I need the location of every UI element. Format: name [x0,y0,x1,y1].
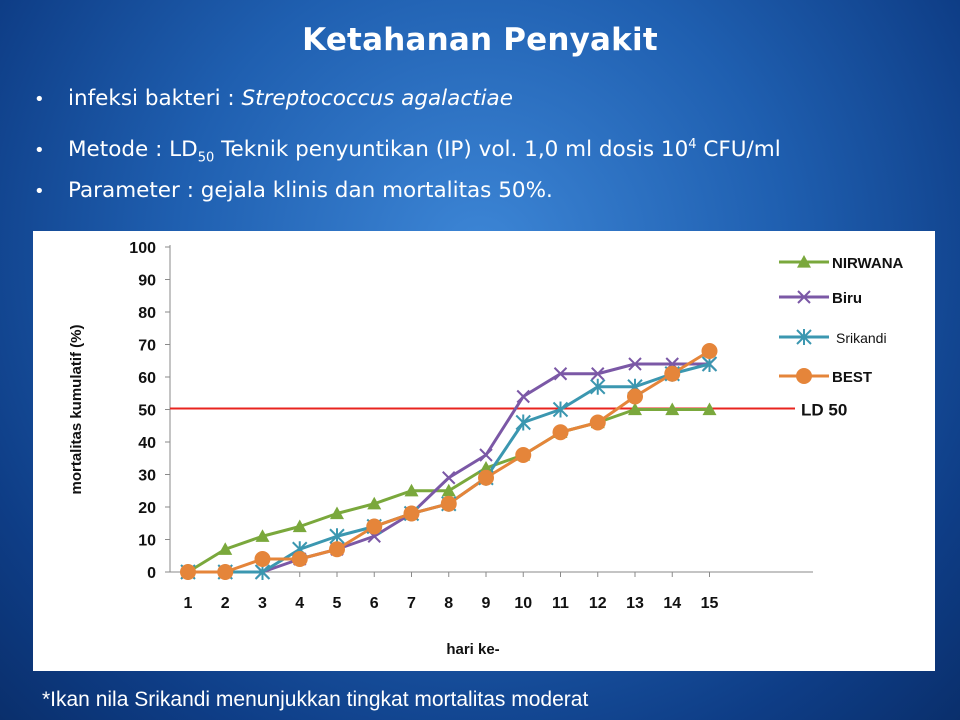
data-point-best [180,564,196,580]
legend-marker-nirwana [797,255,811,268]
data-point-nirwana [479,461,493,474]
data-point-best [552,424,569,441]
y-tick-label: 100 [129,240,156,257]
data-point-nirwana [702,402,717,416]
ld50-label: LD 50 [801,401,847,420]
data-point-best [366,518,383,535]
data-point-nirwana [292,519,307,533]
x-tick-label: 3 [258,595,267,612]
x-axis-title: hari ke- [446,641,499,658]
x-tick-label: 13 [626,595,644,612]
bullet-dot: • [34,181,45,202]
x-tick-label: 2 [221,595,230,612]
x-tick-label: 7 [407,595,416,612]
bullet-method-suffix: CFU/ml [696,137,781,163]
x-tick-label: 11 [552,595,569,612]
x-tick-label: 4 [295,595,304,612]
bullet-dot: • [34,140,45,162]
data-point-biru [442,471,456,485]
data-point-best [217,564,234,580]
y-tick-label: 40 [138,435,156,452]
data-point-nirwana [628,402,642,416]
bullet-infection-label: infeksi bakteri : [68,86,242,111]
legend-label-srikandi: Srikandi [836,330,887,346]
x-tick-label: 12 [589,595,607,612]
x-tick-label: 9 [482,595,491,612]
y-tick-label: 10 [138,533,156,550]
bullet-dot: • [34,89,45,110]
y-tick-label: 60 [138,370,156,387]
data-point-best [627,388,643,405]
y-tick-label: 20 [138,500,156,517]
bullet-infection: • infeksi bakteri : Streptococcus agalact… [34,80,781,126]
y-axis-title: mortalitas kumulatif (%) [68,324,85,494]
y-tick-label: 30 [138,468,156,485]
legend-label-biru: Biru [832,290,862,307]
legend-label-nirwana: NIRWANA [832,255,904,272]
data-point-nirwana [330,506,344,520]
x-tick-label: 15 [701,595,719,612]
y-tick-label: 70 [138,338,156,355]
bullet-method-prefix: Metode : LD [68,137,198,163]
data-point-best [291,551,308,567]
footnote: *Ikan nila Srikandi menunjukkan tingkat … [42,688,589,711]
bullet-list: • infeksi bakteri : Streptococcus agalact… [34,80,781,218]
bullet-method-mid: Teknik penyuntikan (IP) vol. 1,0 ml dosi… [214,137,689,163]
bullet-parameter-text: Parameter : gejala klinis dan mortalitas… [68,178,553,203]
bacteria-name: Streptococcus agalactiae [241,86,513,111]
data-point-biru [553,367,568,381]
data-point-nirwana [255,529,270,542]
data-point-nirwana [218,542,233,555]
data-point-best [478,469,494,486]
data-point-nirwana [665,402,680,416]
x-tick-label: 14 [663,595,681,612]
data-point-best [403,505,420,522]
data-point-biru [628,357,642,371]
x-tick-label: 5 [333,595,342,612]
ld-subscript: 50 [197,150,215,166]
data-point-srikandi [590,378,606,395]
x-tick-label: 8 [444,595,453,612]
y-tick-label: 80 [138,305,156,322]
legend-label-best: BEST [832,369,872,386]
x-tick-label: 10 [514,595,532,612]
data-point-best [329,541,345,558]
data-point-best [254,551,271,567]
data-point-best [701,343,718,359]
dose-exponent: 4 [688,137,697,152]
legend-marker-best [796,368,812,384]
data-point-srikandi [552,401,569,418]
legend-marker-biru [797,290,811,304]
legend-marker-srikandi [796,329,812,345]
data-point-best [440,495,457,512]
data-point-biru [516,389,530,404]
x-tick-label: 1 [184,595,193,612]
data-point-srikandi [515,414,531,431]
data-point-biru [591,367,605,381]
bullet-method: • Metode : LD50 Teknik penyuntikan (IP) v… [34,126,781,172]
data-point-nirwana [441,483,456,497]
y-tick-label: 50 [138,403,156,420]
y-tick-label: 0 [147,565,156,582]
y-tick-label: 90 [138,273,156,290]
mortality-chart-panel: 0 10 20 30 40 50 60 70 80 90 100 1 2 3 4 5 6 7 8 9 10 11 12 13 1… [33,231,935,671]
data-point-nirwana [404,483,419,497]
data-point-best [589,414,606,431]
data-point-biru [479,448,493,462]
slide-title: Ketahanan Penyakit [302,22,658,58]
data-point-best [515,447,532,463]
data-point-nirwana [367,496,382,510]
bullet-parameter: • Parameter : gejala klinis dan mortalita… [34,172,781,218]
x-tick-label: 6 [370,595,379,612]
data-point-best [664,365,681,382]
